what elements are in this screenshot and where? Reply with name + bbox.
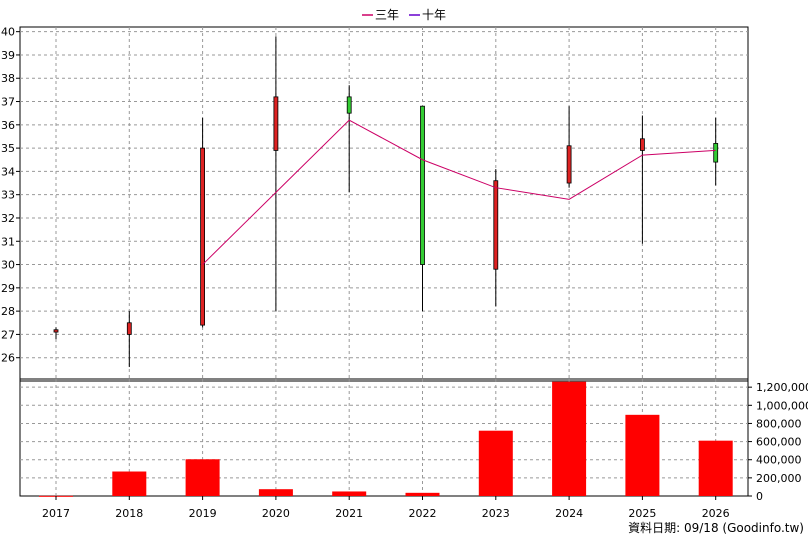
candle-body xyxy=(346,96,352,114)
volume-ytick-label-2: 400,000 xyxy=(756,454,802,467)
xtick-label-2022: 2022 xyxy=(409,507,437,520)
xtick-label-2020: 2020 xyxy=(262,507,290,520)
candle-2024 xyxy=(566,106,572,188)
xtick-label-2018: 2018 xyxy=(115,507,143,520)
volume-bar-2023 xyxy=(478,430,513,496)
legend: 三年 十年 xyxy=(362,8,446,22)
xtick-label-2023: 2023 xyxy=(482,507,510,520)
price-ytick-label-6: 32 xyxy=(1,212,15,225)
ma-three-year-series xyxy=(202,119,716,265)
volume-bar-2020 xyxy=(258,489,293,496)
volume-bar-2022 xyxy=(405,492,440,496)
price-ytick-label-1: 27 xyxy=(1,328,15,341)
price-y-axis: 26 27 28 29 30 31 32 33 34 35 36 37 38 39 40 xyxy=(1,26,20,365)
price-ytick-label-9: 35 xyxy=(1,142,15,155)
candle-2019 xyxy=(200,117,206,328)
xtick-label-2019: 2019 xyxy=(189,507,217,520)
volume-ytick-label-1: 200,000 xyxy=(756,472,802,485)
volume-bar-2025 xyxy=(625,414,660,496)
volume-bar-2024 xyxy=(552,381,587,496)
price-ytick-label-5: 31 xyxy=(1,235,15,248)
candle-2020 xyxy=(273,36,279,312)
price-ytick-label-10: 36 xyxy=(1,119,15,132)
volume-bar-2019 xyxy=(185,459,220,496)
candle-body xyxy=(640,138,645,151)
candle-body xyxy=(200,147,206,326)
price-ytick-label-14: 40 xyxy=(1,26,15,39)
volume-ytick-label-0: 0 xyxy=(756,490,763,503)
candle-body xyxy=(420,105,425,265)
candle-body xyxy=(273,96,279,151)
legend-label-0: 三年 xyxy=(375,8,399,22)
price-ytick-label-7: 33 xyxy=(1,189,15,202)
xtick-label-2026: 2026 xyxy=(702,507,730,520)
volume-ytick-label-4: 800,000 xyxy=(756,417,802,430)
volume-ytick-label-6: 1,200,000 xyxy=(756,381,808,394)
candle-2023 xyxy=(493,169,499,307)
candlestick-series xyxy=(53,36,719,368)
candle-2022 xyxy=(420,105,425,312)
xtick-label-2024: 2024 xyxy=(555,507,583,520)
xtick-label-2025: 2025 xyxy=(628,507,656,520)
price-ytick-label-11: 37 xyxy=(1,96,15,109)
data-date-footer: 資料日期: 09/18 (Goodinfo.tw) xyxy=(628,521,804,535)
candle-2017 xyxy=(53,327,59,340)
candle-2018 xyxy=(126,311,132,368)
volume-ytick-label-3: 600,000 xyxy=(756,436,802,449)
candle-2026 xyxy=(713,117,719,186)
volume-bar-2018 xyxy=(112,471,147,496)
volume-bar-series xyxy=(39,381,733,497)
volume-plot-frame xyxy=(19,378,749,497)
candle-body xyxy=(713,143,719,163)
price-plot-frame xyxy=(19,26,749,382)
volume-y-axis: 0 200,000 400,000 600,000 800,000 1,000,000 1,… xyxy=(748,381,808,503)
price-ytick-label-12: 38 xyxy=(1,72,15,85)
price-ytick-label-2: 28 xyxy=(1,305,15,318)
candle-2025 xyxy=(640,115,645,244)
xtick-label-2021: 2021 xyxy=(335,507,363,520)
candle-body xyxy=(126,322,132,335)
x-axis: 2017 2018 2019 2020 2021 2022 2023 2024 2025 2026 xyxy=(42,496,730,520)
candle-2021 xyxy=(346,85,352,193)
candle-body xyxy=(493,180,499,270)
volume-bar-2021 xyxy=(332,491,367,496)
price-ytick-label-4: 30 xyxy=(1,259,15,272)
volume-ytick-label-5: 1,000,000 xyxy=(756,399,808,412)
legend-label-1: 十年 xyxy=(422,8,446,22)
price-ytick-label-13: 39 xyxy=(1,49,15,62)
price-ytick-label-0: 26 xyxy=(1,352,15,365)
volume-bar-2026 xyxy=(698,440,733,496)
ma-three-year-line xyxy=(202,119,716,265)
price-ytick-label-3: 29 xyxy=(1,282,15,295)
price-ytick-label-8: 34 xyxy=(1,165,15,178)
candle-body xyxy=(53,329,59,333)
candle-body xyxy=(566,145,572,184)
xtick-label-2017: 2017 xyxy=(42,507,70,520)
